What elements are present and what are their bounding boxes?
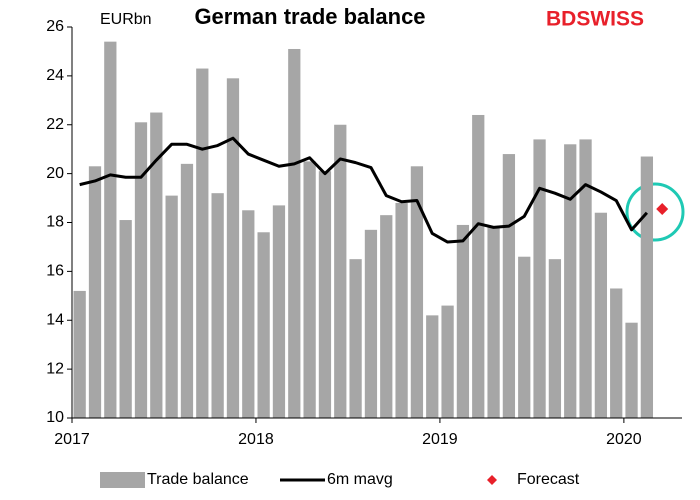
y-tick-label: 18 [46,214,64,231]
bar [548,259,562,418]
bar [349,259,362,418]
chart-title: German trade balance [194,4,425,29]
bar [472,114,485,418]
bar [165,195,178,418]
y-tick-label: 26 [46,18,64,35]
bar [564,144,577,419]
bar [594,212,608,418]
bar [625,322,638,418]
bar [303,161,316,418]
bar [104,41,117,418]
bar [426,315,439,418]
legend-label: 6m mavg [327,471,393,488]
bar [119,220,132,418]
bar [242,210,255,418]
bar [380,215,393,418]
legend-swatch [100,472,145,488]
logo: BDSWISS [546,8,644,31]
y-tick-label: 14 [46,311,64,328]
bar [288,48,301,419]
legend-label: Forecast [517,471,580,488]
y-tick-label: 20 [46,165,64,182]
bar [518,256,531,418]
bar [410,166,424,418]
x-tick-label: 2020 [606,431,642,448]
unit-label: EURbn [100,11,152,28]
forecast-marker [656,203,669,216]
bar [257,232,270,418]
y-tick-label: 16 [46,263,64,280]
bar [180,163,194,418]
bar [487,227,500,418]
y-tick-label: 10 [46,409,64,426]
bar [73,290,86,418]
y-tick-label: 12 [46,360,64,377]
y-tick-label: 24 [46,67,64,84]
bar [610,288,623,418]
bar [134,122,148,419]
bar [640,156,654,419]
bar [441,305,454,418]
bar [334,124,347,418]
bar [196,68,209,418]
bar [502,154,516,418]
legend-swatch [487,475,497,485]
bar [272,205,286,418]
x-tick-label: 2019 [422,431,458,448]
bar [150,112,163,418]
bar [88,166,102,418]
bar [456,224,470,418]
bar [533,139,546,418]
highlight-circle [625,182,685,242]
x-tick-label: 2018 [238,431,274,448]
line [79,136,648,244]
bar [579,139,592,418]
bar [211,193,224,418]
bar [395,202,408,418]
x-tick-label: 2017 [54,431,90,448]
bar [226,78,240,418]
y-tick-label: 22 [46,116,64,133]
bar [318,171,332,418]
bar [364,229,378,418]
legend-label: Trade balance [147,471,249,488]
